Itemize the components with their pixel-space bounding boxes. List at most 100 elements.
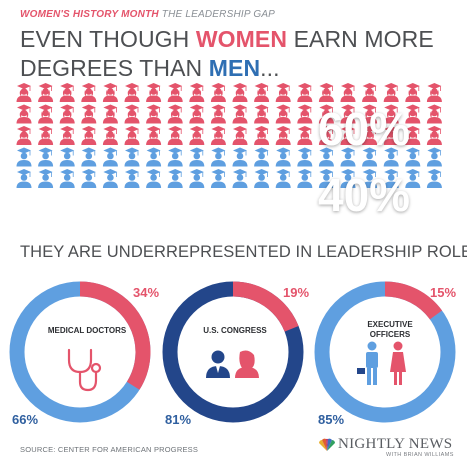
graduate-icon-woman [38,126,54,145]
graduate-icon-man [167,147,183,167]
graduate-icon-man [232,147,248,167]
graduate-icon-woman [254,104,270,124]
graduate-icon-man [210,169,226,188]
graduate-icon-woman [38,104,54,124]
graduate-icon-man [59,147,75,167]
graduate-icon-woman [102,126,118,145]
graduate-icon-woman [275,126,291,145]
graduate-icon-man [297,169,313,188]
graduate-icon-man [362,147,378,167]
graduate-icon-woman [81,83,97,102]
graduate-icon-man [102,169,118,188]
executives-title: EXECUTIVE OFFICERS [335,320,445,340]
graduate-icon-woman [167,83,183,102]
graduate-icon-man [59,169,75,188]
graduate-icon-man [16,147,32,167]
graduate-icon-woman [426,126,442,145]
headline-part1: EVEN THOUGH [20,26,196,52]
graduate-icon-man [405,147,421,167]
graduate-icon-woman [189,104,205,124]
graduate-icon-man [318,169,334,188]
donut-3 [314,281,456,423]
graduate-icon-man [405,169,421,188]
graduate-icon-man [318,147,334,167]
headline-part3: ... [260,55,280,81]
graduate-icon-woman [146,126,162,145]
graduate-icon-man [146,147,162,167]
kicker: WOMEN'S HISTORY MONTH THE LEADERSHIP GAP [20,9,275,20]
graduate-icon-woman [124,104,140,124]
businesspeople-icon [357,341,406,385]
congress-title: U.S. CONGRESS [203,326,267,335]
graduate-icon-woman [167,126,183,145]
peacock-icon [319,438,335,451]
headline-part2: EARN MORE DEGREES THAN [20,26,434,81]
graduate-icon-woman [362,104,378,124]
graduate-icon-woman [189,83,205,102]
doctors-women-percent: 34% [133,285,160,300]
graduate-icon-man [383,169,399,188]
graduate-icon-woman [81,126,97,145]
logo-sub: WITH BRIAN WILLIAMS [386,452,454,458]
graduate-icon-woman [340,126,356,145]
men-degrees-percent: 40% [318,169,411,221]
graduate-icon-man [426,147,442,167]
graduate-icon-man [275,147,291,167]
graduate-icon-woman [232,104,248,124]
doctors-men-percent: 66% [12,412,39,427]
logo-name: NIGHTLY NEWS [338,436,453,452]
graduate-icon-man [189,169,205,188]
graduate-icon-man [38,169,54,188]
headline-men: MEN [208,55,261,81]
graduate-icon-woman [232,83,248,102]
donut-women-segment [384,281,443,320]
graduate-icon-woman [146,83,162,102]
congress-women-percent: 19% [283,285,310,300]
congress-men-percent: 81% [165,412,192,427]
graduate-icon-woman [318,83,334,102]
graduate-icon-woman [340,83,356,102]
graduate-icon-man [81,147,97,167]
graduate-icon-woman [297,83,313,102]
donut-women-segment [232,281,299,332]
graduate-icon-woman [124,83,140,102]
graduate-icon-woman [16,126,32,145]
graduate-icon-man [16,169,32,188]
graduate-icon-man [340,147,356,167]
graduate-icon-woman [146,104,162,124]
graduate-icon-man [297,147,313,167]
graduate-icon-woman [59,104,75,124]
graduate-icon-man [362,169,378,188]
graduate-icon-woman [16,83,32,102]
executives-women-percent: 15% [430,285,457,300]
graduate-icon-woman [297,104,313,124]
graduate-icon-man [124,169,140,188]
graduate-icon-man [254,169,270,188]
graduate-icon-woman [210,83,226,102]
women-degrees-percent: 60% [318,103,411,155]
graduate-icon-woman [275,104,291,124]
graduate-icon-woman [189,126,205,145]
graduate-icon-woman [318,104,334,124]
people-icon [206,350,259,378]
graduate-icon-man [102,147,118,167]
executives-title-line1: EXECUTIVE [367,320,413,329]
network-logo: NIGHTLY NEWS WITH BRIAN WILLIAMS [318,436,460,462]
graduate-icon-woman [426,83,442,102]
kicker-series: THE LEADERSHIP GAP [161,9,276,20]
graduate-icon-man [167,169,183,188]
graduate-icon-woman [297,126,313,145]
graduate-icon-man [81,169,97,188]
donut-women-segment [79,281,151,390]
graduate-icon-man [275,169,291,188]
graduate-icon-woman [232,126,248,145]
graduate-icon-woman [16,104,32,124]
graduate-icon-woman [210,126,226,145]
donut-1 [9,281,151,423]
graduate-icon-woman [81,104,97,124]
graduate-icon-woman [167,104,183,124]
graduate-icon-woman [340,104,356,124]
graduate-icon-woman [124,126,140,145]
graduate-icon-woman [102,83,118,102]
